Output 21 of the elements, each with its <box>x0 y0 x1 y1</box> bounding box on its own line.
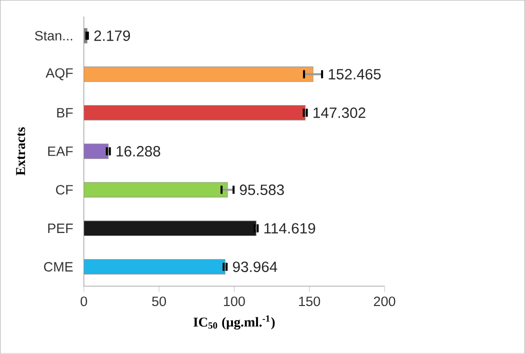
data-label: 95.583 <box>240 184 284 196</box>
y-tick-label: AQF <box>46 68 73 80</box>
y-axis-title: Extracts <box>16 127 26 176</box>
y-tick-label: PEF <box>48 224 73 234</box>
y-tick-label: BF <box>57 108 73 118</box>
x-axis-title: IC$_{50}$ (µg.ml.$^{-1}$) <box>194 316 275 330</box>
data-label: 16.288 <box>116 146 160 157</box>
x-tick-label: 100 <box>224 296 245 306</box>
data-label: 2.179 <box>94 30 130 42</box>
data-label: 114.619 <box>264 223 316 234</box>
data-label: 152.465 <box>328 69 381 80</box>
y-tick-label: CF <box>56 185 73 195</box>
x-tick-label: 50 <box>152 296 166 306</box>
x-tick-label: 150 <box>299 296 320 306</box>
data-label: 147.302 <box>314 108 366 118</box>
y-tick-label: CME <box>44 262 73 272</box>
data-label: 93.964 <box>232 262 278 272</box>
y-tick-label: EAF <box>48 146 73 156</box>
y-tick-label: Stan... <box>34 31 72 41</box>
x-tick-label: 200 <box>374 296 396 306</box>
x-tick-label: 0 <box>80 296 88 306</box>
